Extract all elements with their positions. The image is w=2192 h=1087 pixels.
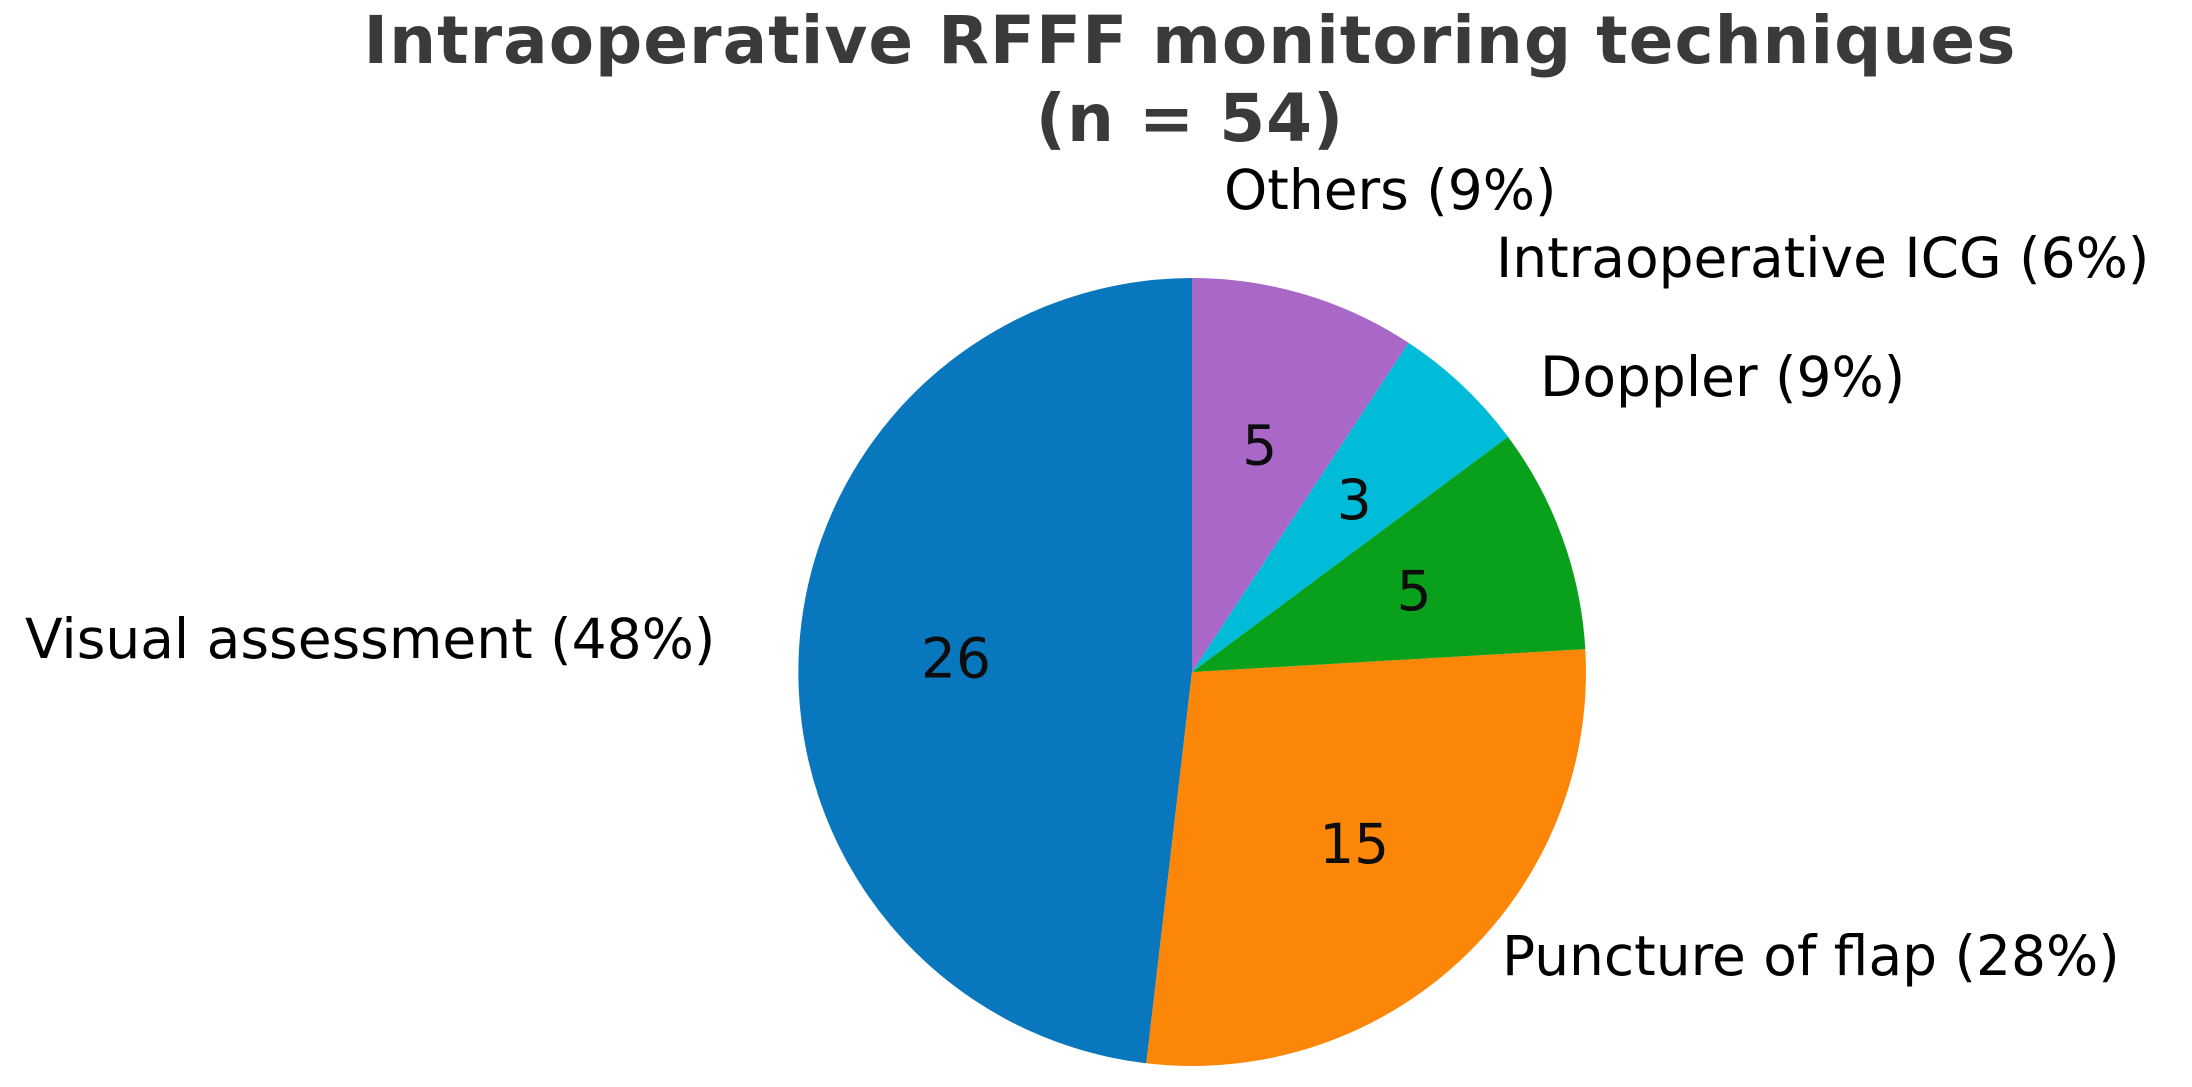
pie-slice-visual-assessment <box>798 278 1192 1064</box>
slice-value-intraoperative-icg: 3 <box>1337 468 1372 532</box>
pie-slice-puncture-of-flap <box>1146 649 1586 1066</box>
slice-value-doppler: 5 <box>1397 559 1432 623</box>
slice-value-others: 5 <box>1242 414 1277 478</box>
callout-doppler: Doppler (9%) <box>1540 345 1906 409</box>
slice-value-puncture-of-flap: 15 <box>1319 812 1389 876</box>
callout-intraoperative-icg: Intraoperative ICG (6%) <box>1496 226 2150 290</box>
pie-slice-others <box>1192 278 1409 672</box>
pie-slice-intraoperative-icg <box>1192 342 1508 672</box>
chart-title-line2: (n = 54) <box>1035 80 1345 157</box>
slice-value-visual-assessment: 26 <box>921 626 991 690</box>
pie-slice-doppler <box>1192 436 1586 672</box>
chart-title: Intraoperative RFFF monitoring technique… <box>188 2 2192 158</box>
chart-title-line1: Intraoperative RFFF monitoring technique… <box>363 2 2017 79</box>
callout-puncture-of-flap: Puncture of flap (28%) <box>1502 924 2120 988</box>
callout-visual-assessment: Visual assessment (48%) <box>25 607 716 671</box>
callout-others: Others (9%) <box>1224 158 1557 222</box>
